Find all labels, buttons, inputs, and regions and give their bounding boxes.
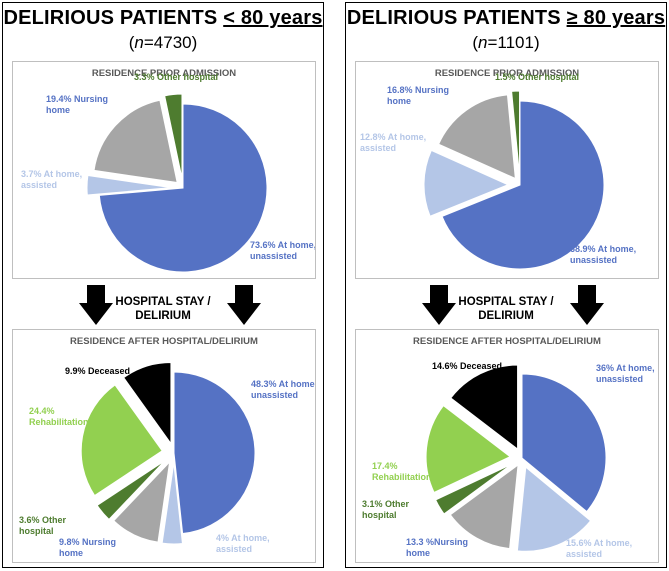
pie-slice [425, 404, 512, 494]
slice-label: 9.9% Deceased [65, 366, 130, 376]
pie-slice [521, 373, 607, 513]
pie-slice [438, 94, 516, 180]
pie-slice [450, 364, 519, 451]
pie-slice [173, 371, 256, 535]
pie-after-hospital-under-80: RESIDENCE AFTER HOSPITAL/DELIRIUM 48.3% A… [12, 329, 316, 563]
slice-label: 15.6% At home, assisted [566, 538, 632, 559]
pie-prior-admission-80-plus: RESIDENCE PRIOR ADMISSION 68.9% At home, u… [355, 61, 659, 279]
slice-label: 16.8% Nursing home [387, 85, 449, 106]
panel-title: DELIRIOUS PATIENTS ≥ 80 years [346, 7, 666, 29]
sample-size: (n=1101) [472, 33, 540, 52]
pie-slice [449, 463, 519, 550]
pie-slice [435, 463, 512, 515]
pie-slice [96, 460, 166, 521]
pie-slice [511, 90, 521, 176]
slice-label: 3.3% Other hospital [134, 72, 218, 82]
slice-label: 13.3 %Nursing home [406, 537, 468, 558]
chart-title: RESIDENCE AFTER HOSPITAL/DELIRIUM [70, 336, 258, 347]
panel-title: DELIRIOUS PATIENTS < 80 years [3, 7, 323, 29]
pie-slice [441, 100, 605, 270]
down-arrow-icon [79, 285, 113, 325]
chart-title: RESIDENCE PRIOR ADMISSION [435, 68, 579, 79]
slice-label: 9.8% Nursing home [59, 537, 116, 558]
slice-label: 3.1% Other hospital [362, 499, 410, 520]
slice-label: 14.6% Deceased [432, 361, 502, 371]
pie-slice [161, 462, 183, 545]
down-arrow-icon [227, 285, 261, 325]
slice-label: 36% At home, unassisted [596, 363, 655, 384]
panel-under-80: DELIRIOUS PATIENTS < 80 years (n=4730) R… [2, 2, 324, 568]
slice-label: 3.7% At home, assisted [21, 169, 82, 190]
pie-slice [423, 149, 510, 217]
pie-after-hospital-80-plus: RESIDENCE AFTER HOSPITAL/DELIRIUM 36% At … [355, 329, 659, 563]
hospital-stay-label: HOSPITAL STAY / DELIRIUM [458, 296, 554, 322]
pie-slice [80, 384, 163, 497]
pie-slice [164, 93, 183, 179]
panel-80-plus: DELIRIOUS PATIENTS ≥ 80 years (n=1101) R… [345, 2, 667, 568]
sample-size: (n=4730) [128, 33, 198, 52]
pie-slice [123, 361, 172, 446]
slice-label: 19.4% Nursing home [46, 94, 108, 115]
chart-title: RESIDENCE PRIOR ADMISSION [92, 68, 236, 79]
slice-label: 17.4% Rehabilitation [372, 461, 432, 482]
hospital-stay-label: HOSPITAL STAY / DELIRIUM [115, 296, 211, 322]
slice-label: 3.6% Other hospital [19, 515, 67, 536]
slice-label: 73.6% At home, unassisted [250, 240, 315, 261]
slice-label: 68.9% At home, unassisted [570, 244, 636, 265]
slice-label: 48.3% At home, unassisted [251, 379, 315, 400]
pie-slice [516, 466, 592, 552]
pie-slice [113, 460, 171, 543]
pie-prior-admission-under-80: RESIDENCE PRIOR ADMISSION 73.6% At home, u… [12, 61, 316, 279]
pie-slice [98, 103, 268, 273]
chart-title: RESIDENCE AFTER HOSPITAL/DELIRIUM [413, 336, 601, 347]
pie-slice [93, 99, 178, 184]
slice-label: 12.8% At home, assisted [360, 132, 426, 153]
down-arrow-icon [422, 285, 456, 325]
slice-label: 1.5% Other hospital [495, 72, 579, 82]
down-arrow-icon [570, 285, 604, 325]
slice-label: 4% At home, assisted [216, 533, 270, 554]
slice-label: 24.4% Rehabilitation [29, 406, 89, 427]
pie-slice [86, 174, 172, 196]
